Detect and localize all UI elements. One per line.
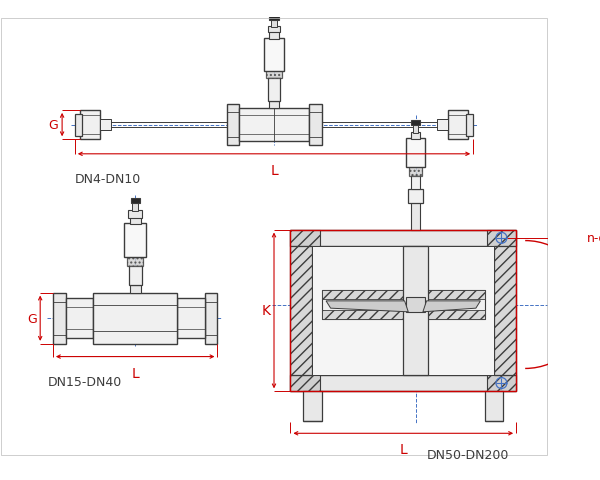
Bar (133, 203, 138, 212)
Text: L: L (400, 443, 407, 456)
Bar (487, 230, 516, 247)
Bar (411, 203, 420, 230)
Bar (413, 125, 418, 133)
Bar (485, 392, 503, 420)
Polygon shape (423, 301, 481, 312)
Bar (494, 247, 516, 375)
Text: K: K (262, 304, 271, 318)
Bar (290, 375, 320, 392)
Bar (466, 114, 473, 136)
Bar (290, 375, 516, 392)
Bar (269, 15, 278, 21)
Bar (227, 105, 239, 145)
Bar (268, 27, 280, 33)
Bar (130, 217, 140, 225)
Text: DN15-DN40: DN15-DN40 (47, 375, 122, 388)
Bar (487, 375, 516, 392)
Bar (66, 299, 93, 338)
Bar (408, 189, 423, 204)
Bar (177, 299, 205, 338)
Bar (437, 120, 448, 131)
Text: DN4-DN10: DN4-DN10 (75, 173, 141, 186)
Text: G: G (27, 312, 37, 325)
Text: L: L (131, 366, 139, 380)
Bar (290, 230, 516, 247)
Bar (309, 105, 322, 145)
Polygon shape (326, 301, 408, 312)
Bar (205, 293, 217, 344)
Bar (269, 32, 278, 40)
Bar (100, 120, 112, 131)
Text: G: G (49, 119, 58, 132)
Bar (93, 293, 177, 344)
Bar (266, 71, 282, 79)
Bar (411, 121, 420, 126)
Text: L: L (270, 164, 278, 178)
Bar (409, 167, 422, 176)
Bar (130, 286, 140, 293)
Bar (53, 293, 66, 344)
Bar (271, 20, 277, 28)
Bar (124, 224, 146, 257)
Bar (448, 111, 467, 140)
Bar (128, 211, 142, 218)
Bar (411, 132, 420, 140)
Bar (406, 298, 425, 312)
Bar (269, 102, 278, 109)
Bar (268, 78, 280, 102)
Bar (75, 114, 82, 136)
Bar (290, 230, 320, 247)
Bar (131, 198, 140, 204)
Bar (403, 247, 428, 375)
Bar (406, 139, 425, 167)
Bar (303, 392, 322, 420)
Bar (322, 290, 485, 300)
Bar (313, 247, 494, 375)
Bar (80, 111, 100, 140)
Bar (290, 247, 313, 375)
Text: DN50-DN200: DN50-DN200 (427, 448, 509, 461)
Bar (127, 257, 143, 266)
Bar (411, 176, 420, 190)
Bar (239, 109, 309, 142)
Bar (264, 39, 284, 72)
Bar (129, 266, 142, 286)
Bar (322, 311, 485, 320)
Bar (290, 230, 516, 392)
Text: n-d: n-d (587, 232, 600, 245)
Bar (322, 290, 485, 320)
